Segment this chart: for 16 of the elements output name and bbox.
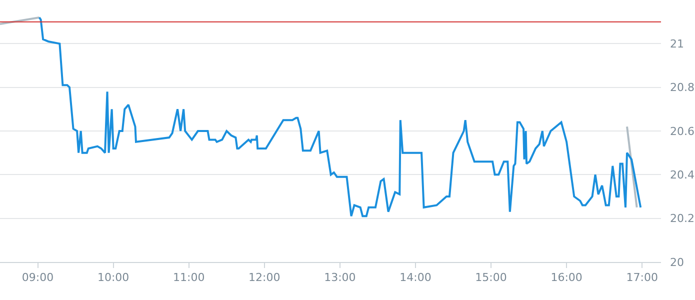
- y-tick-label: 20.2: [670, 212, 694, 226]
- x-tick-label: 13:00: [324, 271, 356, 284]
- x-tick-label: 15:00: [475, 271, 507, 284]
- y-tick-label: 20.8: [670, 81, 694, 94]
- y-tick-label: 21: [670, 38, 684, 51]
- y-tick-label: 20: [670, 256, 684, 269]
- y-tick-label: 20.4: [670, 168, 694, 182]
- line-series: [38, 16, 642, 218]
- x-tick-label: 16:00: [550, 271, 582, 284]
- x-tick-label: 10:00: [97, 271, 130, 284]
- x-tick-label: 14:00: [400, 271, 432, 284]
- x-tick-label: 09:00: [22, 271, 54, 284]
- x-tick-label: 17:00: [626, 271, 658, 284]
- y-tick-label: 20.6: [670, 124, 694, 138]
- x-tick-label: 12:00: [248, 271, 280, 284]
- x-tick-label: 11:00: [173, 271, 205, 284]
